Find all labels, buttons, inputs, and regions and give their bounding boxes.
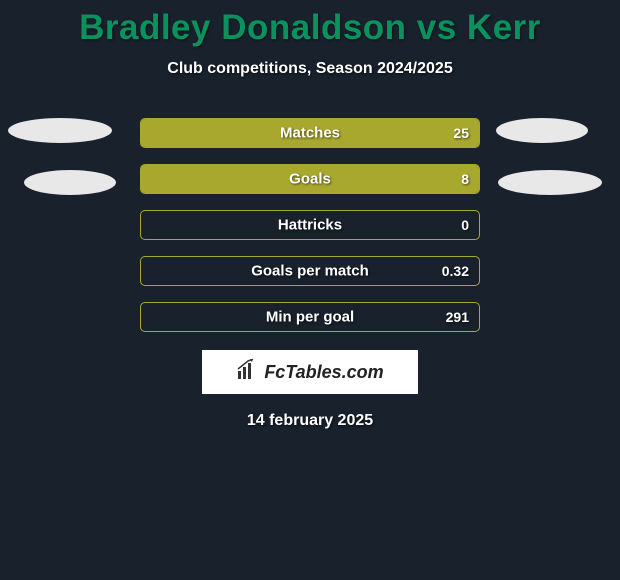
logo-box[interactable]: FcTables.com [202,350,418,394]
decorative-ellipse [498,170,602,195]
stat-value: 25 [453,125,469,141]
stat-value: 0 [461,217,469,233]
stat-row: Hattricks 0 [140,210,480,240]
logo-chart-icon [236,359,258,386]
stat-label: Goals per match [251,263,369,280]
stat-value: 8 [461,171,469,187]
stat-row: Min per goal 291 [140,302,480,332]
stat-value: 291 [446,309,469,325]
stat-label: Min per goal [266,309,354,326]
stat-label: Goals [289,171,331,188]
stat-label: Matches [280,125,340,142]
date-text: 14 february 2025 [0,412,620,430]
decorative-ellipse [24,170,116,195]
stat-row: Goals per match 0.32 [140,256,480,286]
stats-container: Matches 25 Goals 8 Hattricks 0 Goals per match… [0,118,620,332]
decorative-ellipse [496,118,588,143]
logo-text: FcTables.com [264,362,383,383]
page-title: Bradley Donaldson vs Kerr [0,0,620,48]
stat-label: Hattricks [278,217,342,234]
decorative-ellipse [8,118,112,143]
subtitle: Club competitions, Season 2024/2025 [0,60,620,78]
stat-row: Goals 8 [140,164,480,194]
stat-row: Matches 25 [140,118,480,148]
stat-value: 0.32 [442,263,469,279]
